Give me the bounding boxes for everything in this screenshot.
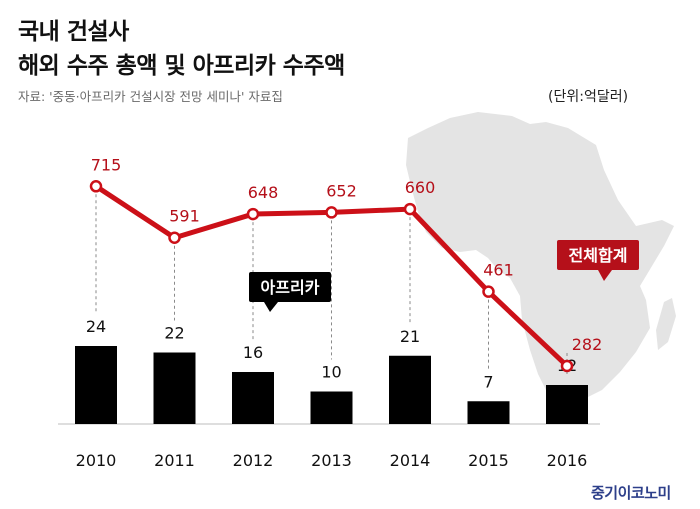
legend-callout-africa: 아프리카 [249, 272, 331, 312]
bar-value-label-2014: 21 [400, 327, 420, 346]
x-tick-label-2016: 2016 [547, 451, 588, 470]
legend-callout-africa-box [249, 272, 331, 302]
legend-callout-africa-label: 아프리카 [261, 278, 320, 297]
x-tick-label-2015: 2015 [468, 451, 509, 470]
madagascar-map [656, 298, 676, 350]
x-tick-label-2010: 2010 [76, 451, 117, 470]
line-value-label-2010: 715 [91, 155, 122, 174]
bar-value-label-2011: 22 [164, 324, 184, 343]
total-point-2012 [246, 207, 260, 221]
bar-africa-2016 [546, 385, 588, 424]
line-value-label-2011: 591 [169, 207, 200, 226]
unit-label: (단위:억달러) [548, 89, 629, 105]
total-point-2010 [89, 180, 103, 193]
bar-africa-2015 [467, 401, 510, 424]
brand-logo: 중기이코노미 [591, 484, 671, 502]
total-point-2011 [168, 231, 181, 244]
legend-callout-total-pointer [598, 270, 612, 281]
line-value-label-2015: 461 [483, 261, 514, 280]
line-value-label-2012: 648 [248, 183, 279, 202]
source-note: 자료: '중동·아프리카 건설시장 전망 세미나' 자료집 [18, 89, 283, 104]
bar-value-label-2013: 10 [321, 363, 341, 382]
bar-africa-2013 [310, 391, 353, 424]
total-point-2013 [325, 206, 338, 219]
bar-africa-2012 [232, 372, 274, 424]
total-point-2014 [403, 202, 417, 216]
line-value-label-2014: 660 [405, 178, 436, 197]
bar-africa-2014 [389, 355, 431, 424]
bar-value-label-2015: 7 [483, 372, 493, 391]
bar-value-label-2012: 16 [243, 343, 263, 362]
bar-africa-2011 [153, 352, 196, 424]
x-tick-label-2013: 2013 [311, 451, 352, 470]
bar-value-label-2010: 24 [86, 317, 106, 336]
x-tick-label-2014: 2014 [390, 451, 431, 470]
line-value-label-2016: 282 [572, 335, 603, 354]
africa-map [406, 112, 674, 404]
chart-title-line2: 해외 수주 총액 및 아프리카 수주액 [18, 53, 345, 79]
bar-africa-2010 [75, 346, 117, 424]
line-value-label-2013: 652 [326, 181, 357, 200]
legend-callout-africa-pointer [264, 302, 278, 312]
legend-callout-total-box [557, 240, 639, 270]
x-tick-label-2012: 2012 [233, 451, 274, 470]
legend-callout-total: 전체합계 [557, 240, 639, 281]
chart-title-line1: 국내 건설사 [18, 19, 129, 45]
legend-callout-total-label: 전체합계 [569, 246, 628, 265]
total-point-2015 [482, 285, 495, 298]
x-tick-label-2011: 2011 [154, 451, 195, 470]
total-point-2016 [560, 359, 574, 373]
